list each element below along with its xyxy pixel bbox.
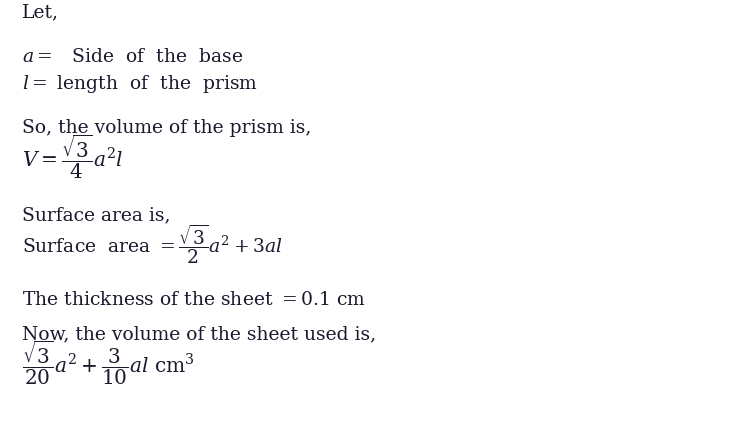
- Text: So, the volume of the prism is,: So, the volume of the prism is,: [22, 119, 312, 137]
- Text: $\dfrac{\sqrt{3}}{20}a^2 + \dfrac{3}{10}al$ cm$^3$: $\dfrac{\sqrt{3}}{20}a^2 + \dfrac{3}{10}…: [22, 338, 194, 387]
- Text: $a =\;\;$ Side  of  the  base: $a =\;\;$ Side of the base: [22, 48, 243, 66]
- Text: Now, the volume of the sheet used is,: Now, the volume of the sheet used is,: [22, 325, 376, 343]
- Text: Let,: Let,: [22, 3, 59, 21]
- Text: The thickness of the sheet $=0.1$ cm: The thickness of the sheet $=0.1$ cm: [22, 291, 366, 309]
- Text: $l =$ length  of  the  prism: $l =$ length of the prism: [22, 73, 258, 95]
- Text: Surface area is,: Surface area is,: [22, 206, 171, 224]
- Text: $V = \dfrac{\sqrt{3}}{4}a^2l$: $V = \dfrac{\sqrt{3}}{4}a^2l$: [22, 133, 123, 181]
- Text: Surface  area $= \dfrac{\sqrt{3}}{2}a^2 + 3al$: Surface area $= \dfrac{\sqrt{3}}{2}a^2 +…: [22, 222, 283, 266]
